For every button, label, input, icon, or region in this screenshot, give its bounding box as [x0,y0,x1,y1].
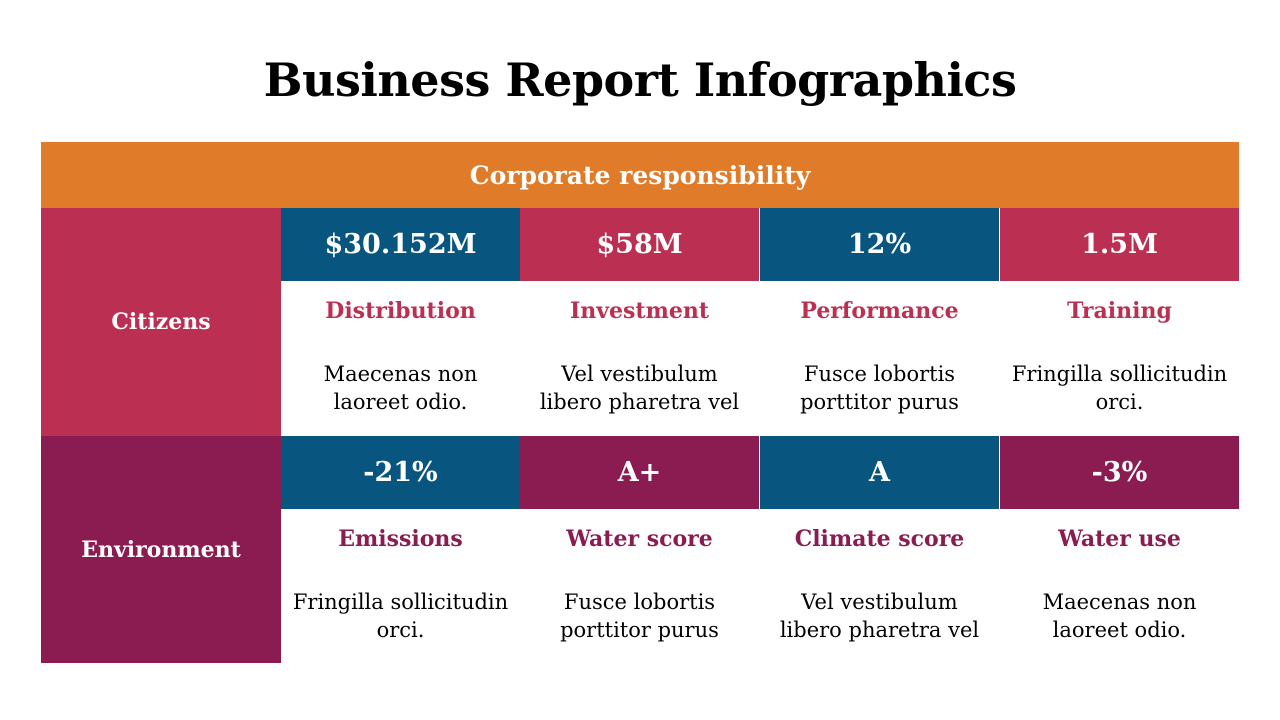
description-line: laoreet odio. [1052,618,1187,642]
description-line: Fusce lobortis [803,362,956,386]
description-line: Maecenas non [1042,590,1197,614]
description-line: Fusce lobortis [563,590,716,614]
environment-emissions-card: -21% Emissions Fringilla sollicitudin or… [281,436,520,644]
description: Fusce lobortis porttitor purus [760,360,999,416]
metric-value: -21% [281,436,520,509]
citizens-training-card: 1.5M Training Fringilla sollicitudin orc… [1000,208,1239,416]
description-line: libero pharetra vel [779,618,980,642]
category-label: Water score [566,526,713,552]
metric-value: $30.152M [281,208,520,281]
metric-value: 12% [760,208,999,281]
category-label: Training [1067,298,1172,324]
category-label: Water use [1058,526,1181,552]
description-line: Vel vestibulum [801,590,958,614]
description: Vel vestibulum libero pharetra vel [760,588,999,644]
section-banner: Corporate responsibility [41,142,1239,208]
description-line: libero pharetra vel [539,390,740,414]
metric-value: -3% [1000,436,1239,509]
metric-value: $58M [520,208,759,281]
row-label-environment: Environment [41,436,281,663]
page-title: Business Report Infographics [263,53,1017,107]
description: Fringilla sollicitudin orci. [1000,360,1239,416]
description-line: Vel vestibulum [561,362,718,386]
category-label: Performance [800,298,959,324]
environment-climate-score-card: A Climate score Vel vestibulum libero ph… [760,436,999,644]
description: Vel vestibulum libero pharetra vel [520,360,759,416]
description-line: Maecenas non [323,362,478,386]
description-line: Fringilla sollicitudin [1011,362,1228,386]
row-label-citizens: Citizens [41,208,281,436]
description-line: laoreet odio. [333,390,468,414]
category-label: Emissions [338,526,463,552]
description: Fringilla sollicitudin orci. [281,588,520,644]
description-line: orci. [376,618,425,642]
citizens-distribution-card: $30.152M Distribution Maecenas non laore… [281,208,520,416]
description: Maecenas non laoreet odio. [281,360,520,416]
description-line: porttitor purus [800,390,959,414]
category-label: Investment [569,298,710,324]
environment-water-score-card: A+ Water score Fusce lobortis porttitor … [520,436,759,644]
description: Fusce lobortis porttitor purus [520,588,759,644]
metric-value: A+ [520,436,759,509]
description-line: porttitor purus [560,618,719,642]
category-label: Distribution [325,298,476,324]
environment-water-use-card: -3% Water use Maecenas non laoreet odio. [1000,436,1239,644]
metric-value: A [760,436,999,509]
citizens-performance-card: 12% Performance Fusce lobortis porttitor… [760,208,999,416]
category-label: Climate score [794,526,965,552]
metric-value: 1.5M [1000,208,1239,281]
description-line: orci. [1095,390,1144,414]
citizens-investment-card: $58M Investment Vel vestibulum libero ph… [520,208,759,416]
description-line: Fringilla sollicitudin [292,590,509,614]
description: Maecenas non laoreet odio. [1000,588,1239,644]
